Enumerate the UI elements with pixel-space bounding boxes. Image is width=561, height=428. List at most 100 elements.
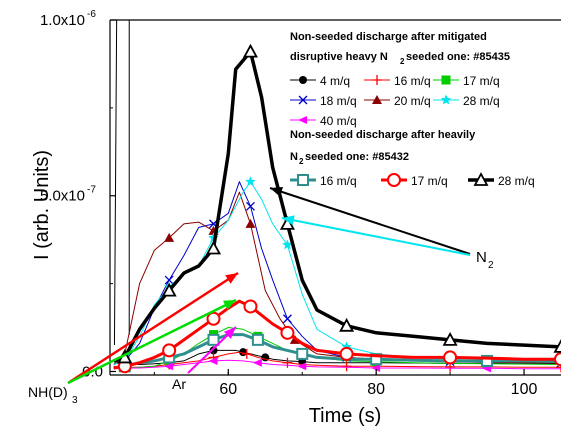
data-point <box>282 239 293 250</box>
x-tick-label: 80 <box>367 381 385 398</box>
data-point <box>553 339 561 353</box>
data-point <box>242 43 258 58</box>
legend-label: 16 m/q <box>394 74 431 88</box>
legend-label: 4 m/q <box>320 74 350 88</box>
data-point <box>442 331 458 346</box>
spike-artifact-line <box>113 20 118 346</box>
ar-annotation-label: Ar <box>172 376 186 392</box>
data-point <box>205 240 222 255</box>
data-point <box>208 356 218 365</box>
data-point <box>241 348 252 359</box>
x-tick-label: 100 <box>511 381 538 398</box>
series-28mq-g1 <box>113 176 561 367</box>
data-point <box>371 363 381 372</box>
series-line <box>113 181 561 365</box>
legend-entry: 20 m/q <box>364 94 431 108</box>
data-point <box>206 311 221 326</box>
series-line <box>113 327 561 369</box>
legend-group1-title2-sub: 2 <box>400 57 405 66</box>
data-point <box>245 218 256 228</box>
data-point <box>297 174 309 186</box>
data-point <box>252 358 262 367</box>
data-point <box>296 347 309 360</box>
legend-label: 17 m/q <box>463 74 500 88</box>
data-point <box>164 232 175 242</box>
legend-label: 40 m/q <box>320 114 357 128</box>
legend-label: 28 m/q <box>498 174 535 188</box>
legend-group2-title2-sub: 2 <box>299 157 304 166</box>
legend-label: 17 m/q <box>411 174 448 188</box>
arrow-shaft <box>269 187 471 255</box>
data-point <box>387 173 401 187</box>
data-point <box>554 352 561 367</box>
legend-entry: 16 m/q <box>290 174 357 188</box>
legend-entry: 17 m/q <box>381 173 448 188</box>
n2-arrow-black <box>269 187 471 255</box>
y-tick-label: 5.0x10 <box>40 188 85 205</box>
series-line <box>113 359 561 370</box>
y-tick-label: 1.0x10 <box>40 12 85 29</box>
nhd3-annotation-subscript: 3 <box>72 395 78 406</box>
data-point <box>473 172 489 186</box>
arrow-shaft <box>67 271 239 385</box>
nhd3-arrow-green <box>67 298 237 385</box>
data-point <box>161 282 177 297</box>
x-axis-label: Time (s) <box>309 405 382 427</box>
data-point <box>243 299 258 314</box>
legend-group2-title2-rest: seeded one: #85432 <box>305 151 409 163</box>
data-point <box>481 354 494 367</box>
legend-group2-title: Non-seeded discharge after heavily <box>290 129 476 141</box>
data-point <box>298 116 307 124</box>
legend-label: 16 m/q <box>320 174 357 188</box>
y-tick-exponent: -7 <box>87 185 96 196</box>
legend-label: 28 m/q <box>463 94 500 108</box>
data-point <box>443 350 458 365</box>
y-tick-exponent: -6 <box>87 9 96 20</box>
legend-entry: 18 m/q <box>290 94 357 108</box>
legend-entry: 40 m/q <box>290 114 357 128</box>
legend-label: 18 m/q <box>320 94 357 108</box>
data-point <box>370 353 383 366</box>
data-point <box>372 75 382 85</box>
data-point <box>282 357 293 368</box>
data-point <box>282 314 292 324</box>
legend-entry: 28 m/q <box>433 94 500 108</box>
legend-entry: 4 m/q <box>290 74 350 88</box>
legend-entry: 17 m/q <box>433 74 500 88</box>
data-point <box>162 343 177 358</box>
data-point <box>280 325 295 340</box>
data-point <box>372 95 382 104</box>
data-point <box>339 317 355 332</box>
arrow-head <box>223 300 236 310</box>
legend-group1-title2-rest: seeded one: #85435 <box>406 51 510 63</box>
n2-annotation-label: N <box>476 249 487 266</box>
data-point <box>298 95 308 105</box>
data-point <box>251 333 264 346</box>
arrow-head <box>225 273 238 284</box>
data-point <box>339 346 354 361</box>
data-point <box>299 76 307 84</box>
data-point <box>164 362 174 371</box>
data-point <box>246 201 255 211</box>
nhd3-arrow-red <box>67 271 239 385</box>
series-line <box>113 333 561 370</box>
legend-group2-title2: N <box>290 151 298 163</box>
data-point <box>209 346 218 355</box>
data-point <box>164 275 174 285</box>
arrow-head <box>270 187 283 197</box>
legend-entry: 16 m/q <box>364 74 431 88</box>
data-point <box>440 94 452 105</box>
series-line <box>113 181 561 365</box>
arrow-shaft <box>281 217 471 256</box>
data-point <box>441 75 451 85</box>
data-point <box>207 333 220 346</box>
arrow-head <box>282 215 295 226</box>
nhd3-annotation-label: NH(D) <box>28 384 68 400</box>
x-tick-label: 60 <box>219 381 237 398</box>
n2-arrow-cyan <box>281 215 471 256</box>
arrow-shaft <box>67 298 237 385</box>
legend-label: 20 m/q <box>394 94 431 108</box>
data-point <box>297 362 307 371</box>
data-point <box>245 176 256 187</box>
